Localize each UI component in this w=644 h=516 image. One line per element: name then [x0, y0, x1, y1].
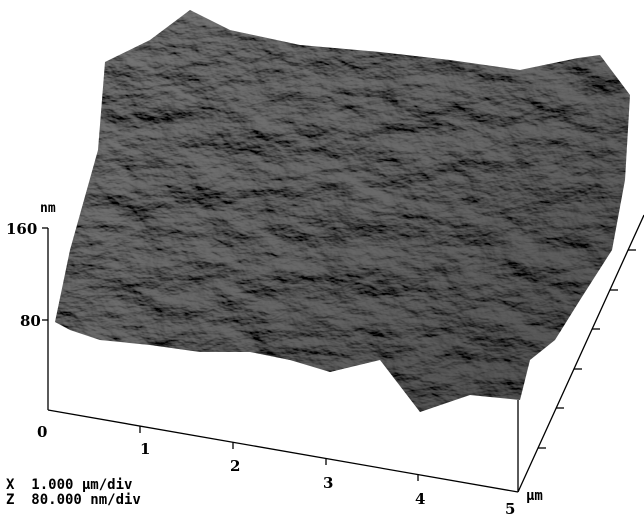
z-tick-label: 80 [20, 312, 41, 330]
surface [55, 10, 630, 412]
x-axis [47, 409, 519, 493]
y-axis [517, 214, 644, 493]
x-tick-label: 4 [415, 490, 425, 508]
z-unit: nm [40, 201, 56, 216]
x-tick-label: 0 [37, 423, 47, 441]
x-unit: μm [526, 488, 543, 504]
y-ticks [538, 249, 636, 449]
x-ticks [139, 426, 419, 481]
x-tick-label: 5 [505, 500, 515, 516]
z-tick-label: 160 [6, 220, 37, 238]
scale-x: X 1.000 μm/div [6, 477, 132, 493]
x-tick-label: 2 [230, 457, 240, 475]
scale-z: Z 80.000 nm/div [6, 492, 141, 508]
x-tick-label: 3 [323, 474, 333, 492]
x-tick-label: 1 [140, 440, 150, 458]
